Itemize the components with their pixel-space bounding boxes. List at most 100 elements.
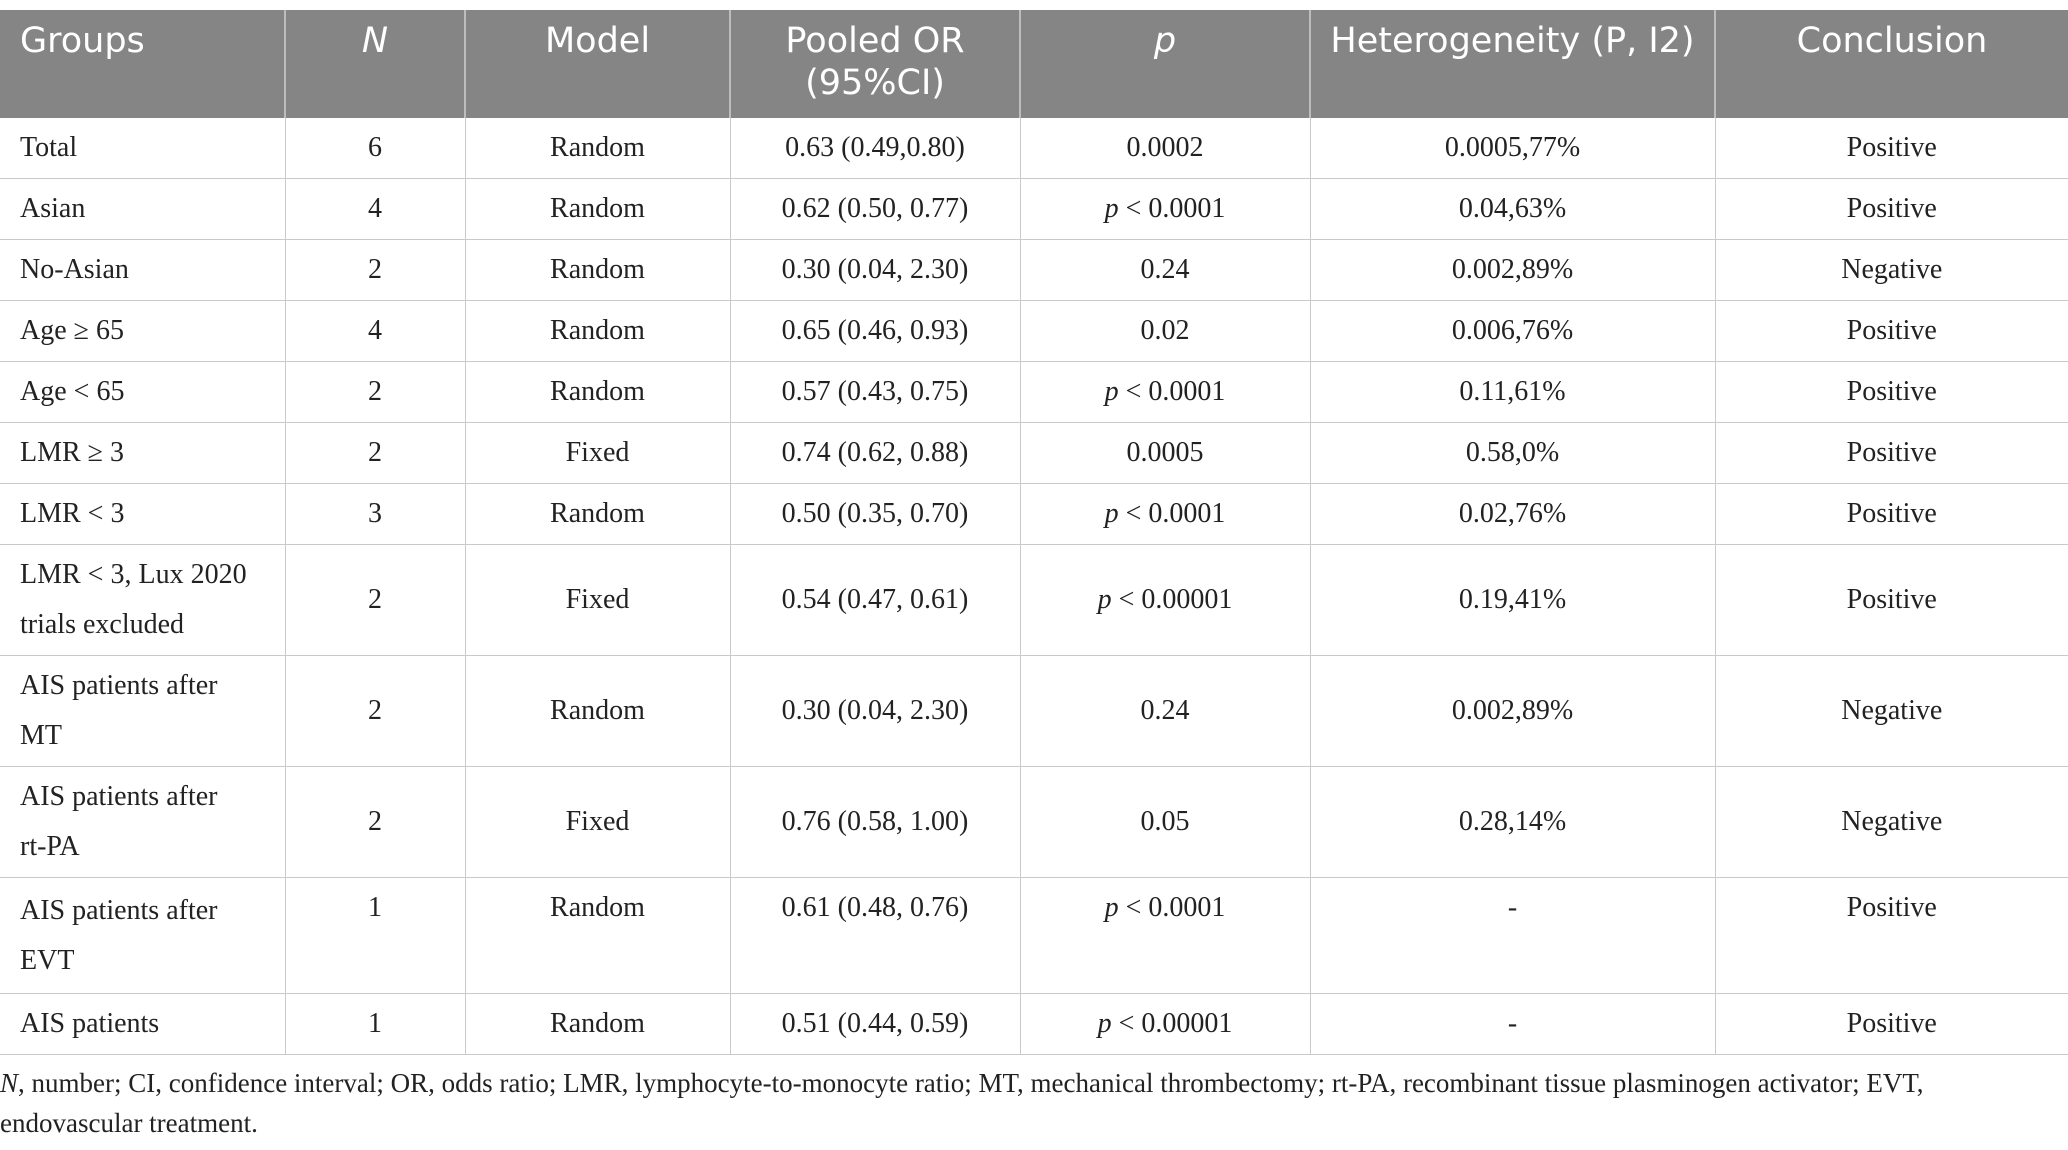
cell-conclusion: Positive — [1714, 877, 2068, 994]
cell-n-text: 3 — [368, 498, 382, 529]
cell-model-text: Fixed — [565, 584, 630, 615]
header-n: N — [284, 10, 465, 118]
table-row: Age ≥ 65 4 Random 0.65 (0.46, 0.93) 0.02 0.00… — [0, 300, 2068, 362]
table-row: No-Asian 2 Random 0.30 (0.04, 2.30) 0.24 0.00… — [0, 239, 2068, 301]
cell-n-text: 6 — [368, 132, 382, 163]
cell-group-text: Age ≥ 65 — [20, 315, 125, 346]
cell-model: Random — [464, 655, 730, 767]
cell-model: Random — [464, 877, 730, 994]
cell-group-line2: MT — [20, 720, 62, 751]
cell-conclusion-text: Negative — [1841, 695, 1943, 726]
cell-p-value: < 0.00001 — [1111, 1008, 1233, 1039]
cell-p-value: 0.02 — [1140, 315, 1190, 346]
header-pooled-or: Pooled OR (95%CI) — [729, 10, 1020, 118]
cell-conclusion-text: Positive — [1846, 498, 1937, 529]
cell-p-italic: p — [1104, 376, 1119, 407]
cell-conclusion-text: Positive — [1846, 132, 1937, 163]
cell-group-text: LMR < 3 — [20, 498, 125, 529]
cell-pooled-or-text: 0.30 (0.04, 2.30) — [781, 695, 969, 726]
table-row: AIS patients after EVT 1 Random 0.61 (0.48, … — [0, 877, 2068, 994]
cell-pooled-or: 0.62 (0.50, 0.77) — [729, 178, 1020, 240]
cell-group-text: Total — [20, 132, 78, 163]
cell-model-text: Random — [550, 498, 645, 529]
cell-heterogeneity-text: 0.002,89% — [1451, 254, 1574, 285]
table-header-row: Groups N Model Pooled OR (95%CI) p Heter… — [0, 10, 2068, 118]
table-row: Total 6 Random 0.63 (0.49,0.80) 0.0002 0.0005… — [0, 118, 2068, 179]
cell-group: AIS patients after EVT — [0, 877, 285, 994]
cell-p-value: 0.0005 — [1126, 437, 1204, 468]
cell-p: p < 0.0001 — [1019, 178, 1310, 240]
cell-pooled-or-text: 0.76 (0.58, 1.00) — [781, 806, 969, 837]
cell-n-text: 2 — [368, 254, 382, 285]
cell-heterogeneity: 0.006,76% — [1309, 300, 1715, 362]
cell-pooled-or-text: 0.62 (0.50, 0.77) — [781, 193, 969, 224]
cell-group-line2: rt-PA — [20, 831, 80, 862]
cell-group: Age ≥ 65 — [0, 300, 285, 362]
cell-n-text: 2 — [368, 806, 382, 837]
cell-conclusion: Positive — [1714, 118, 2068, 179]
cell-pooled-or: 0.51 (0.44, 0.59) — [729, 993, 1020, 1055]
cell-n: 2 — [284, 766, 465, 878]
cell-pooled-or: 0.76 (0.58, 1.00) — [729, 766, 1020, 878]
cell-conclusion: Negative — [1714, 239, 2068, 301]
cell-heterogeneity: 0.11,61% — [1309, 361, 1715, 423]
header-pooled-or-line1: Pooled OR — [785, 21, 965, 61]
cell-conclusion-text: Negative — [1841, 806, 1943, 837]
cell-p: 0.24 — [1019, 655, 1310, 767]
cell-p-italic: p — [1097, 584, 1112, 615]
cell-n: 2 — [284, 239, 465, 301]
cell-conclusion-text: Positive — [1846, 193, 1937, 224]
cell-n-text: 4 — [368, 315, 382, 346]
cell-conclusion: Positive — [1714, 483, 2068, 545]
cell-heterogeneity: 0.002,89% — [1309, 239, 1715, 301]
cell-model-text: Random — [550, 254, 645, 285]
cell-group: AIS patients — [0, 993, 285, 1055]
cell-pooled-or: 0.61 (0.48, 0.76) — [729, 877, 1020, 994]
table-row: AIS patients 1 Random 0.51 (0.44, 0.59) p < … — [0, 993, 2068, 1055]
cell-heterogeneity-text: 0.002,89% — [1451, 695, 1574, 726]
cell-conclusion-text: Positive — [1846, 1008, 1937, 1039]
cell-p-value: 0.24 — [1140, 254, 1190, 285]
cell-model-text: Random — [550, 132, 645, 163]
cell-heterogeneity: 0.58,0% — [1309, 422, 1715, 484]
cell-group-line1: LMR < 3, Lux 2020 — [20, 559, 247, 590]
cell-n: 2 — [284, 544, 465, 656]
cell-model: Random — [464, 178, 730, 240]
cell-n-text: 1 — [368, 892, 382, 923]
cell-p-value: 0.0002 — [1126, 132, 1204, 163]
cell-n-text: 2 — [368, 376, 382, 407]
cell-conclusion: Positive — [1714, 422, 2068, 484]
cell-heterogeneity: - — [1309, 993, 1715, 1055]
cell-pooled-or: 0.65 (0.46, 0.93) — [729, 300, 1020, 362]
cell-n: 1 — [284, 877, 465, 994]
cell-pooled-or: 0.54 (0.47, 0.61) — [729, 544, 1020, 656]
table-row: Age < 65 2 Random 0.57 (0.43, 0.75) p < 0.00… — [0, 361, 2068, 423]
cell-group: LMR < 3, Lux 2020 trials excluded — [0, 544, 285, 656]
cell-model: Random — [464, 300, 730, 362]
cell-n: 4 — [284, 178, 465, 240]
cell-heterogeneity: 0.002,89% — [1309, 655, 1715, 767]
cell-group-line2: trials excluded — [20, 609, 185, 640]
cell-heterogeneity: 0.19,41% — [1309, 544, 1715, 656]
cell-pooled-or-text: 0.63 (0.49,0.80) — [785, 132, 965, 163]
cell-p-value: < 0.0001 — [1118, 193, 1226, 224]
cell-p: 0.0005 — [1019, 422, 1310, 484]
cell-group-text: Asian — [20, 193, 86, 224]
cell-group-line1: AIS patients after — [20, 670, 218, 701]
cell-n: 4 — [284, 300, 465, 362]
cell-model-text: Fixed — [565, 437, 630, 468]
cell-model: Fixed — [464, 544, 730, 656]
cell-heterogeneity-text: 0.0005,77% — [1444, 132, 1581, 163]
table-row: LMR < 3, Lux 2020 trials excluded 2 Fixed 0.… — [0, 544, 2068, 656]
cell-p: p < 0.0001 — [1019, 483, 1310, 545]
results-table-container: Groups N Model Pooled OR (95%CI) p Heter… — [0, 10, 2068, 1055]
cell-heterogeneity-text: 0.006,76% — [1451, 315, 1574, 346]
cell-p: 0.05 — [1019, 766, 1310, 878]
table-row: LMR < 3 3 Random 0.50 (0.35, 0.70) p < 0.000… — [0, 483, 2068, 545]
cell-heterogeneity-text: 0.11,61% — [1459, 376, 1566, 407]
cell-conclusion-text: Negative — [1841, 254, 1943, 285]
cell-model: Random — [464, 993, 730, 1055]
table-row: LMR ≥ 3 2 Fixed 0.74 (0.62, 0.88) 0.0005 0.58… — [0, 422, 2068, 484]
cell-p: 0.02 — [1019, 300, 1310, 362]
cell-p-italic: p — [1104, 193, 1119, 224]
